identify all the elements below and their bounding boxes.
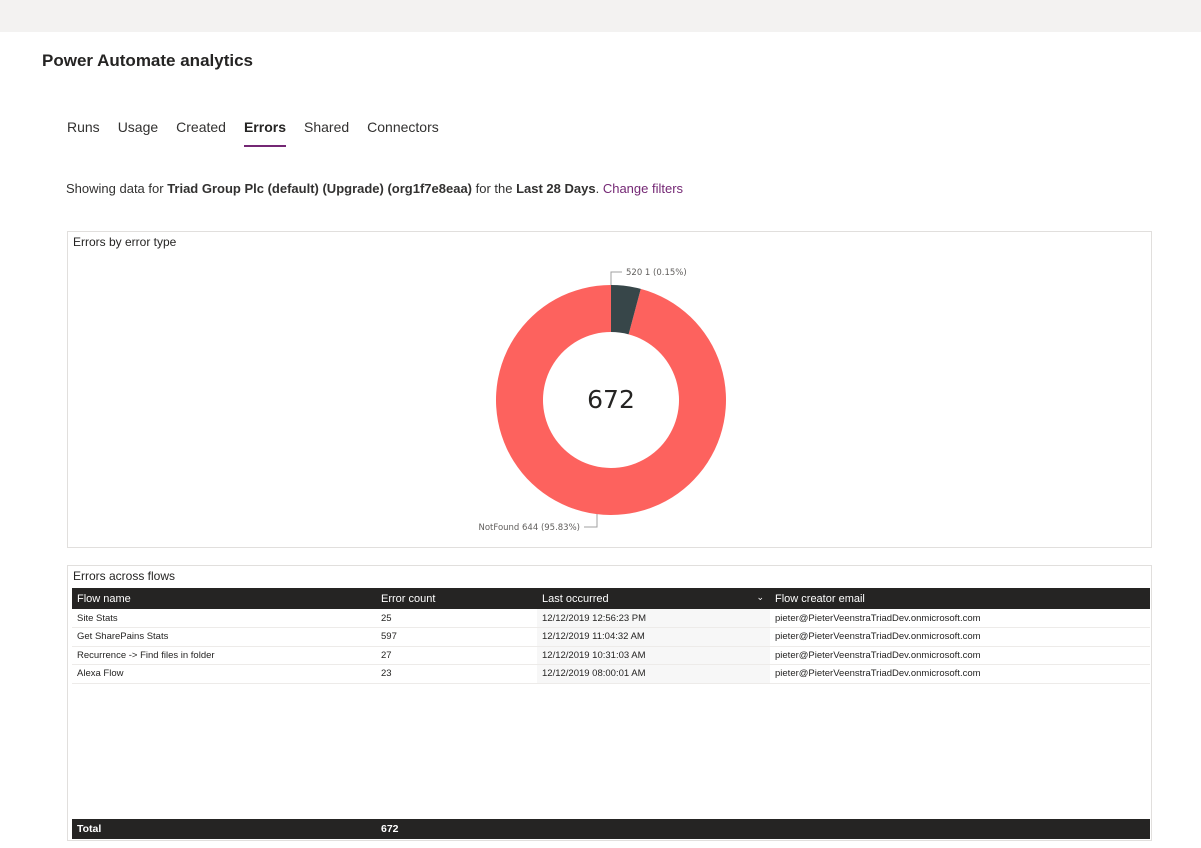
cell-last-occurred: 12/12/2019 08:00:01 AM [537,664,770,684]
cell-flow-name: Alexa Flow [72,664,376,684]
table-row[interactable]: Site Stats 25 12/12/2019 12:56:23 PM pie… [72,609,1150,628]
tab-connectors[interactable]: Connectors [367,119,439,135]
cell-creator-email: pieter@PieterVeenstraTriadDev.onmicrosof… [770,646,1150,665]
tab-shared[interactable]: Shared [304,119,350,135]
tab-runs[interactable]: Runs [67,119,100,135]
filter-prefix: Showing data for [66,181,168,196]
cell-creator-email: pieter@PieterVeenstraTriadDev.onmicrosof… [770,664,1150,684]
cell-error-count: 597 [376,627,537,647]
flows-table: Flow name Error count Last occurred ⌄ Flo… [72,588,1150,684]
col-error-count[interactable]: Error count [376,588,537,609]
label-520: 520 1 (0.15%) [626,268,687,278]
cell-last-occurred: 12/12/2019 12:56:23 PM [537,609,770,628]
sort-descending-icon[interactable]: ⌄ [756,592,764,602]
tab-errors[interactable]: Errors [243,117,287,147]
errors-by-type-card: Errors by error type 672 520 1 (0.15%) N… [67,231,1152,548]
donut-slice-notfound[interactable] [495,285,726,515]
col-last-occurred[interactable]: Last occurred ⌄ [537,588,770,609]
errors-donut-chart: 672 520 1 (0.15%) NotFound 644 (95.83%) [478,268,726,533]
filter-period: Last 28 Days [516,181,596,196]
change-filters-link[interactable]: Change filters [602,181,684,196]
errors-across-flows-card: Errors across flows Flow name Error coun… [67,565,1152,841]
errors-across-flows-title: Errors across flows [73,569,176,583]
table-row[interactable]: Recurrence -> Find files in folder 27 12… [72,646,1150,665]
cell-creator-email: pieter@PieterVeenstraTriadDev.onmicrosof… [770,609,1150,628]
table-row[interactable]: Get SharePains Stats 597 12/12/2019 11:0… [72,627,1150,647]
total-value: 672 [381,823,399,835]
tab-bar: Runs Usage Created Errors Shared Connect… [67,117,457,147]
col-last-occurred-label: Last occurred [542,592,609,605]
cell-last-occurred: 12/12/2019 10:31:03 AM [537,646,770,665]
table-total-row: Total 672 [72,819,1150,839]
filter-middle: for the [472,181,517,196]
cell-flow-name: Site Stats [72,609,376,628]
cell-flow-name: Get SharePains Stats [72,627,376,647]
total-label: Total [77,823,102,835]
page-title: Power Automate analytics [42,51,253,70]
table-row[interactable]: Alexa Flow 23 12/12/2019 08:00:01 AM pie… [72,664,1150,684]
filter-summary: Showing data for Triad Group Plc (defaul… [66,181,683,196]
tab-created[interactable]: Created [176,119,226,135]
cell-error-count: 23 [376,664,537,684]
table-header-row: Flow name Error count Last occurred ⌄ Flo… [72,588,1150,609]
donut-total: 672 [587,385,635,414]
filter-environment: Triad Group Plc (default) (Upgrade) (org… [167,181,473,196]
cell-creator-email: pieter@PieterVeenstraTriadDev.onmicrosof… [770,627,1150,647]
top-bar [0,0,1201,32]
cell-error-count: 27 [376,646,537,665]
cell-flow-name: Recurrence -> Find files in folder [72,646,376,665]
cell-last-occurred: 12/12/2019 11:04:32 AM [537,627,770,647]
col-flow-name[interactable]: Flow name [72,588,376,609]
label-notfound: NotFound 644 (95.83%) [478,523,580,533]
label-leader-notfound [584,514,598,528]
label-leader-520 [610,271,622,285]
cell-error-count: 25 [376,609,537,628]
tab-usage[interactable]: Usage [117,119,159,135]
donut-slice-520[interactable] [611,285,641,335]
errors-by-type-title: Errors by error type [73,235,177,249]
filter-suffix: . [595,181,603,196]
col-flow-creator-email[interactable]: Flow creator email [770,588,1150,609]
